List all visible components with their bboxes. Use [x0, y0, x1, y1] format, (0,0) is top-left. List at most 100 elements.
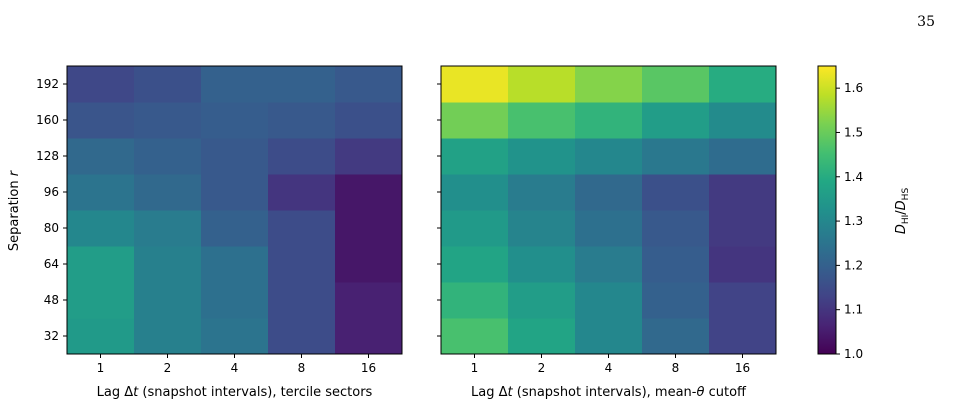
- heatmap-panel-2: 1 2 4 8 16 Lag Δt (snapshot intervals), mean-…: [437, 65, 777, 400]
- y-tick-label: 128: [36, 149, 59, 163]
- heatmap-cell-p1-r1-c0: [67, 282, 135, 319]
- heatmap-cell-p1-r7-c4: [335, 66, 403, 103]
- x-tick-label: 8: [298, 361, 306, 375]
- heatmap-cell-p2-r6-c1: [508, 102, 576, 139]
- heatmap-cell-p2-r1-c0: [441, 282, 509, 319]
- heatmap-cell-p1-r2-c2: [201, 246, 269, 283]
- heatmap-cell-p1-r2-c4: [335, 246, 403, 283]
- heatmap-cell-p2-r4-c1: [508, 174, 576, 211]
- heatmap-cell-p2-r6-c0: [441, 102, 509, 139]
- heatmap-cell-p1-r4-c0: [67, 174, 135, 211]
- heatmap-cell-p2-r7-c4: [709, 66, 777, 103]
- heatmap-cell-p1-r5-c3: [268, 138, 336, 175]
- heatmap-cell-p2-r5-c0: [441, 138, 509, 175]
- y-tick-label: 64: [44, 257, 59, 271]
- heatmap-cell-p2-r0-c3: [642, 318, 710, 355]
- x-tick-label: 1: [471, 361, 479, 375]
- y-tick-label: 32: [44, 329, 59, 343]
- heatmap-cell-p2-r3-c2: [575, 210, 643, 247]
- heatmap-cell-p2-r3-c1: [508, 210, 576, 247]
- heatmap-cell-p2-r7-c3: [642, 66, 710, 103]
- x-axis-label: Lag Δt (snapshot intervals), tercile sec…: [97, 385, 373, 400]
- y-tick-label: 160: [36, 113, 59, 127]
- y-tick-label: 192: [36, 77, 59, 91]
- heatmap-cell-p1-r1-c4: [335, 282, 403, 319]
- colorbar: 1.0 1.1 1.2 1.3 1.4 1.5 1.6 DHI/DHS: [817, 65, 911, 361]
- heatmap-cell-p1-r0-c3: [268, 318, 336, 355]
- heatmap-cell-p1-r3-c2: [201, 210, 269, 247]
- heatmap-cell-p1-r1-c2: [201, 282, 269, 319]
- heatmap-cell-p2-r1-c1: [508, 282, 576, 319]
- heatmap-cell-p2-r3-c3: [642, 210, 710, 247]
- colorbar-label: DHI/DHS: [894, 188, 911, 235]
- heatmap-cell-p2-r1-c2: [575, 282, 643, 319]
- x-tick-label: 4: [605, 361, 613, 375]
- heatmap-cell-p2-r6-c3: [642, 102, 710, 139]
- y-tick-label: 80: [44, 221, 59, 235]
- heatmap-cell-p1-r4-c2: [201, 174, 269, 211]
- heatmap-cell-p2-r0-c1: [508, 318, 576, 355]
- heatmap-cell-p1-r4-c3: [268, 174, 336, 211]
- heatmap-cell-p2-r4-c2: [575, 174, 643, 211]
- x-tick-label: 16: [735, 361, 750, 375]
- heatmap-cell-p2-r7-c0: [441, 66, 509, 103]
- y-axis-label: Separation r: [7, 169, 22, 251]
- heatmap-cell-p1-r1-c1: [134, 282, 202, 319]
- heatmap-cell-p1-r0-c2: [201, 318, 269, 355]
- page-number: 35: [917, 14, 935, 30]
- y-tick-label: 48: [44, 293, 59, 307]
- heatmap-cell-p1-r2-c0: [67, 246, 135, 283]
- heatmap-cell-p1-r2-c3: [268, 246, 336, 283]
- heatmap-cell-p2-r2-c0: [441, 246, 509, 283]
- heatmap-cell-p2-r3-c4: [709, 210, 777, 247]
- colorbar-tick-label: 1.2: [844, 258, 863, 272]
- heatmap-cell-p1-r7-c0: [67, 66, 135, 103]
- x-tick-label: 16: [361, 361, 376, 375]
- heatmap-cell-p1-r6-c2: [201, 102, 269, 139]
- heatmap-cell-p1-r7-c1: [134, 66, 202, 103]
- heatmap-cell-p1-r6-c4: [335, 102, 403, 139]
- heatmap-cell-p1-r0-c4: [335, 318, 403, 355]
- colorbar-tick-label: 1.4: [844, 170, 863, 184]
- heatmap-cell-p1-r4-c4: [335, 174, 403, 211]
- heatmap-cell-p1-r7-c3: [268, 66, 336, 103]
- heatmap-cell-p1-r7-c2: [201, 66, 269, 103]
- heatmap-cell-p1-r3-c4: [335, 210, 403, 247]
- heatmap-cell-p2-r7-c1: [508, 66, 576, 103]
- x-tick-label: 2: [164, 361, 172, 375]
- heatmap-cell-p2-r4-c3: [642, 174, 710, 211]
- heatmap-cell-p2-r2-c4: [709, 246, 777, 283]
- colorbar-tick-label: 1.5: [844, 125, 863, 139]
- x-tick-label: 1: [97, 361, 105, 375]
- x-tick-label: 8: [672, 361, 680, 375]
- colorbar-tick-label: 1.1: [844, 303, 863, 317]
- heatmap-cell-p2-r2-c3: [642, 246, 710, 283]
- heatmap-cell-p1-r2-c1: [134, 246, 202, 283]
- heatmap-cell-p2-r0-c2: [575, 318, 643, 355]
- heatmap-cell-p2-r5-c3: [642, 138, 710, 175]
- heatmap-cell-p1-r5-c4: [335, 138, 403, 175]
- heatmap-cell-p2-r4-c0: [441, 174, 509, 211]
- heatmap-cell-p2-r5-c4: [709, 138, 777, 175]
- heatmap-cell-p1-r6-c3: [268, 102, 336, 139]
- colorbar-tick-label: 1.6: [844, 81, 863, 95]
- heatmap-cell-p2-r7-c2: [575, 66, 643, 103]
- heatmap-cell-p2-r0-c0: [441, 318, 509, 355]
- colorbar-tick-label: 1.0: [844, 347, 863, 361]
- heatmap-cell-p2-r5-c2: [575, 138, 643, 175]
- heatmap-cell-p2-r6-c4: [709, 102, 777, 139]
- heatmap-cell-p2-r4-c4: [709, 174, 777, 211]
- x-tick-label: 4: [231, 361, 239, 375]
- heatmap-cell-p1-r3-c3: [268, 210, 336, 247]
- colorbar-tick-label: 1.3: [844, 214, 863, 228]
- heatmap-cell-p2-r1-c4: [709, 282, 777, 319]
- heatmap-cell-p2-r2-c1: [508, 246, 576, 283]
- y-tick-label: 96: [44, 185, 59, 199]
- heatmap-cell-p2-r0-c4: [709, 318, 777, 355]
- colorbar-gradient: [818, 66, 836, 354]
- heatmap-cell-p1-r0-c0: [67, 318, 135, 355]
- x-tick-label: 2: [538, 361, 546, 375]
- heatmap-cell-p1-r6-c1: [134, 102, 202, 139]
- x-axis-label: Lag Δt (snapshot intervals), mean-θ cuto…: [471, 385, 747, 400]
